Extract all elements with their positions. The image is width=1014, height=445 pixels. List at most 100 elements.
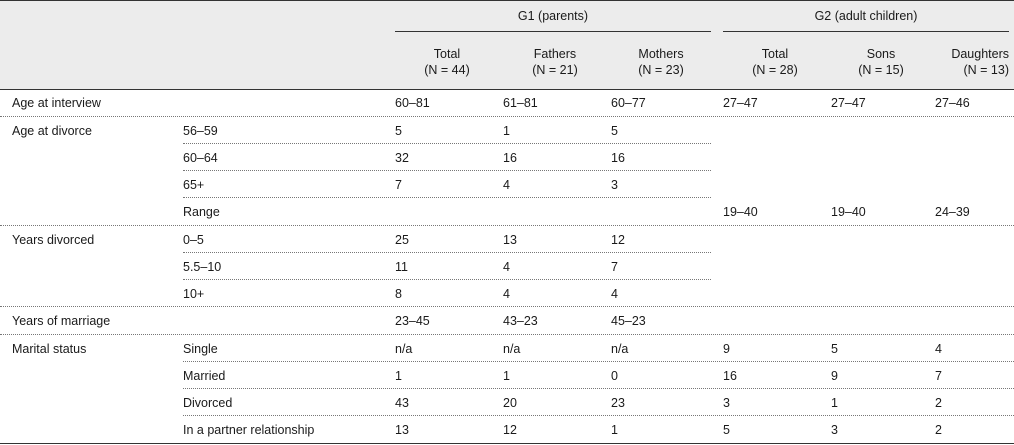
row-divider <box>183 361 1014 362</box>
group-header-g2: G2 (adult children) <box>814 9 918 23</box>
table-top-rule <box>0 0 1014 1</box>
column-header-n: (N = 23) <box>638 63 684 77</box>
table-cell: 20 <box>503 396 517 410</box>
table-cell: 0 <box>611 369 618 383</box>
group-rule-g1 <box>395 31 711 32</box>
table-cell: 60–81 <box>395 96 430 110</box>
table-cell: 27–46 <box>935 96 970 110</box>
table-cell: 4 <box>611 287 618 301</box>
group-rule-g2 <box>723 31 1009 32</box>
table-cell: 2 <box>935 396 942 410</box>
row-sublabel: 5.5–10 <box>183 260 222 274</box>
table-cell: 27–47 <box>831 96 866 110</box>
table-cell: 16 <box>503 151 517 165</box>
table-cell: 4 <box>503 287 510 301</box>
table-cell: 45–23 <box>611 314 646 328</box>
table-cell: 19–40 <box>831 205 866 219</box>
column-header-label: Sons <box>866 47 896 61</box>
table-cell: 27–47 <box>723 96 758 110</box>
table-header <box>0 0 1014 89</box>
table-cell: 1 <box>395 369 402 383</box>
row-sublabel: 10+ <box>183 287 205 301</box>
row-sublabel: Married <box>183 369 226 383</box>
row-sublabel: 56–59 <box>183 124 218 138</box>
table-cell: 16 <box>723 369 737 383</box>
table-cell: 9 <box>723 342 730 356</box>
table-cell: n/a <box>395 342 413 356</box>
table-cell: 1 <box>503 124 510 138</box>
table-cell: 19–40 <box>723 205 758 219</box>
column-header-n: (N = 21) <box>532 63 578 77</box>
table-cell: 25 <box>395 233 409 247</box>
table-cell: 24–39 <box>935 205 970 219</box>
table-cell: 5 <box>611 124 618 138</box>
table-cell: 5 <box>831 342 838 356</box>
table-cell: 3 <box>611 178 618 192</box>
column-header-n: (N = 28) <box>752 63 798 77</box>
row-sublabel: 0–5 <box>183 233 204 247</box>
column-header-label: Daughters <box>951 47 1009 61</box>
row-label: Age at interview <box>12 96 101 110</box>
row-sublabel: Single <box>183 342 218 356</box>
header-bottom-rule <box>0 89 1014 90</box>
table-cell: 43 <box>395 396 409 410</box>
table-cell: 1 <box>503 369 510 383</box>
table-cell: 5 <box>395 124 402 138</box>
row-label: Years of marriage <box>12 314 111 328</box>
row-sublabel: 60–64 <box>183 151 218 165</box>
row-sublabel: 65+ <box>183 178 205 192</box>
table-cell: 3 <box>831 423 838 437</box>
section-divider <box>0 334 1014 335</box>
table-cell: n/a <box>503 342 521 356</box>
table-cell: 4 <box>503 178 510 192</box>
table-cell: 16 <box>611 151 625 165</box>
table-cell: 7 <box>611 260 618 274</box>
column-header-n: (N = 13) <box>963 63 1009 77</box>
column-header-label: Total <box>761 47 789 61</box>
table-cell: 9 <box>831 369 838 383</box>
table-cell: 4 <box>935 342 942 356</box>
table-cell: 1 <box>611 423 618 437</box>
column-header-label: Fathers <box>533 47 577 61</box>
table-cell: 23 <box>611 396 625 410</box>
table-cell: 3 <box>723 396 730 410</box>
table-cell: 43–23 <box>503 314 538 328</box>
table-cell: 23–45 <box>395 314 430 328</box>
row-divider <box>183 143 711 144</box>
table-cell: 1 <box>831 396 838 410</box>
group-header-g1: G1 (parents) <box>517 9 589 23</box>
section-divider <box>0 116 1014 117</box>
row-divider <box>183 279 711 280</box>
column-header-label: Total <box>433 47 461 61</box>
section-divider <box>0 225 1014 226</box>
column-header-n: (N = 15) <box>858 63 904 77</box>
table-cell: 12 <box>503 423 517 437</box>
row-label: Marital status <box>12 342 87 356</box>
row-sublabel: Divorced <box>183 396 233 410</box>
table-cell: 5 <box>723 423 730 437</box>
row-label: Years divorced <box>12 233 95 247</box>
table-cell: 60–77 <box>611 96 646 110</box>
table-cell: 7 <box>935 369 942 383</box>
row-divider <box>183 415 1014 416</box>
row-divider <box>183 388 1014 389</box>
column-header-n: (N = 44) <box>424 63 470 77</box>
table-cell: 32 <box>395 151 409 165</box>
row-divider <box>183 197 711 198</box>
table-cell: 11 <box>395 260 408 274</box>
row-label: Age at divorce <box>12 124 92 138</box>
row-sublabel: Range <box>183 205 220 219</box>
table-cell: 61–81 <box>503 96 538 110</box>
table-cell: 7 <box>395 178 402 192</box>
row-divider <box>183 252 711 253</box>
row-divider <box>183 170 711 171</box>
table-bottom-rule <box>0 443 1014 444</box>
row-sublabel: In a partner relationship <box>183 423 315 437</box>
table-cell: 8 <box>395 287 402 301</box>
table-cell: 13 <box>395 423 409 437</box>
table-cell: n/a <box>611 342 629 356</box>
table-cell: 13 <box>503 233 517 247</box>
section-divider <box>0 306 1014 307</box>
table-cell: 2 <box>935 423 942 437</box>
